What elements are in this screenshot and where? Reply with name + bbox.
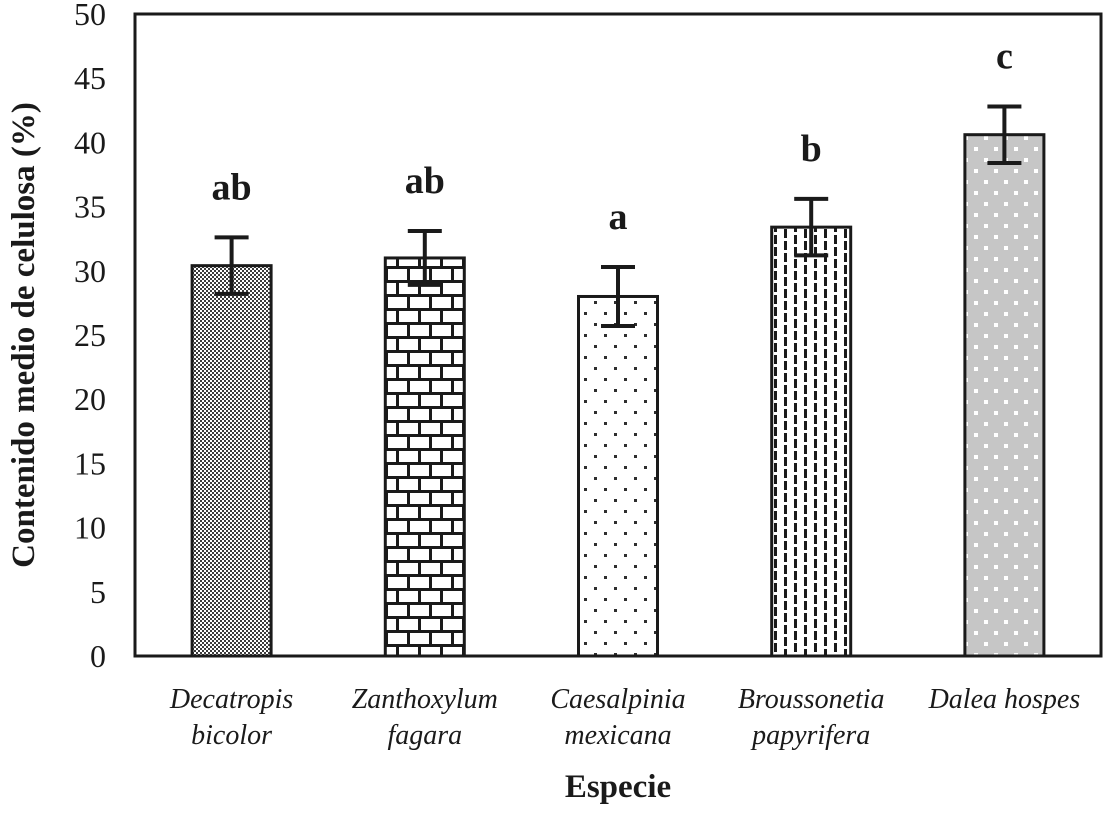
y-tick-label: 5: [90, 574, 106, 610]
y-tick-label: 15: [74, 445, 106, 481]
bar: [190, 264, 273, 658]
y-axis-title: Contenido medio de celulosa (%): [6, 102, 42, 568]
significance-letter: b: [801, 128, 822, 170]
category-label: mexicana: [564, 720, 671, 751]
y-tick-label: 40: [74, 124, 106, 160]
significance-letter: c: [996, 35, 1013, 77]
y-tick-label: 35: [74, 189, 106, 225]
category-label: Caesalpinia: [550, 684, 685, 715]
bar: [383, 256, 466, 658]
significance-letter: ab: [212, 166, 252, 208]
category-label: Decatropis: [169, 684, 293, 715]
bar: [577, 294, 659, 658]
category-label: fagara: [387, 720, 462, 751]
significance-letter: ab: [405, 160, 445, 202]
category-label: Broussonetia: [738, 684, 885, 715]
category-labels-layer: Decatropis bicolor Zanthoxylum fagara Caesal…: [169, 684, 1080, 751]
category-label: papyrifera: [750, 720, 870, 751]
y-tick-labels-layer: 0 5 10 15 20 25 30 35 40 45 50: [74, 0, 106, 674]
category-label: Zanthoxylum: [352, 684, 498, 715]
y-tick-label: 0: [90, 638, 106, 674]
bar: [770, 225, 853, 658]
significance-letter: a: [609, 196, 628, 238]
bars-layer: [190, 133, 1046, 658]
category-label: Dalea hospes: [928, 684, 1081, 715]
error-bars-layer: [214, 104, 1022, 329]
bar: [963, 133, 1046, 658]
x-axis-title: Especie: [565, 769, 671, 805]
y-tick-label: 45: [74, 60, 106, 96]
category-label: bicolor: [191, 720, 272, 751]
y-tick-label: 30: [74, 253, 106, 289]
y-tick-label: 50: [74, 0, 106, 32]
plot-area-border: [133, 12, 1103, 658]
y-tick-label: 10: [74, 510, 106, 546]
y-tick-label: 20: [74, 381, 106, 417]
y-tick-label: 25: [74, 317, 106, 353]
